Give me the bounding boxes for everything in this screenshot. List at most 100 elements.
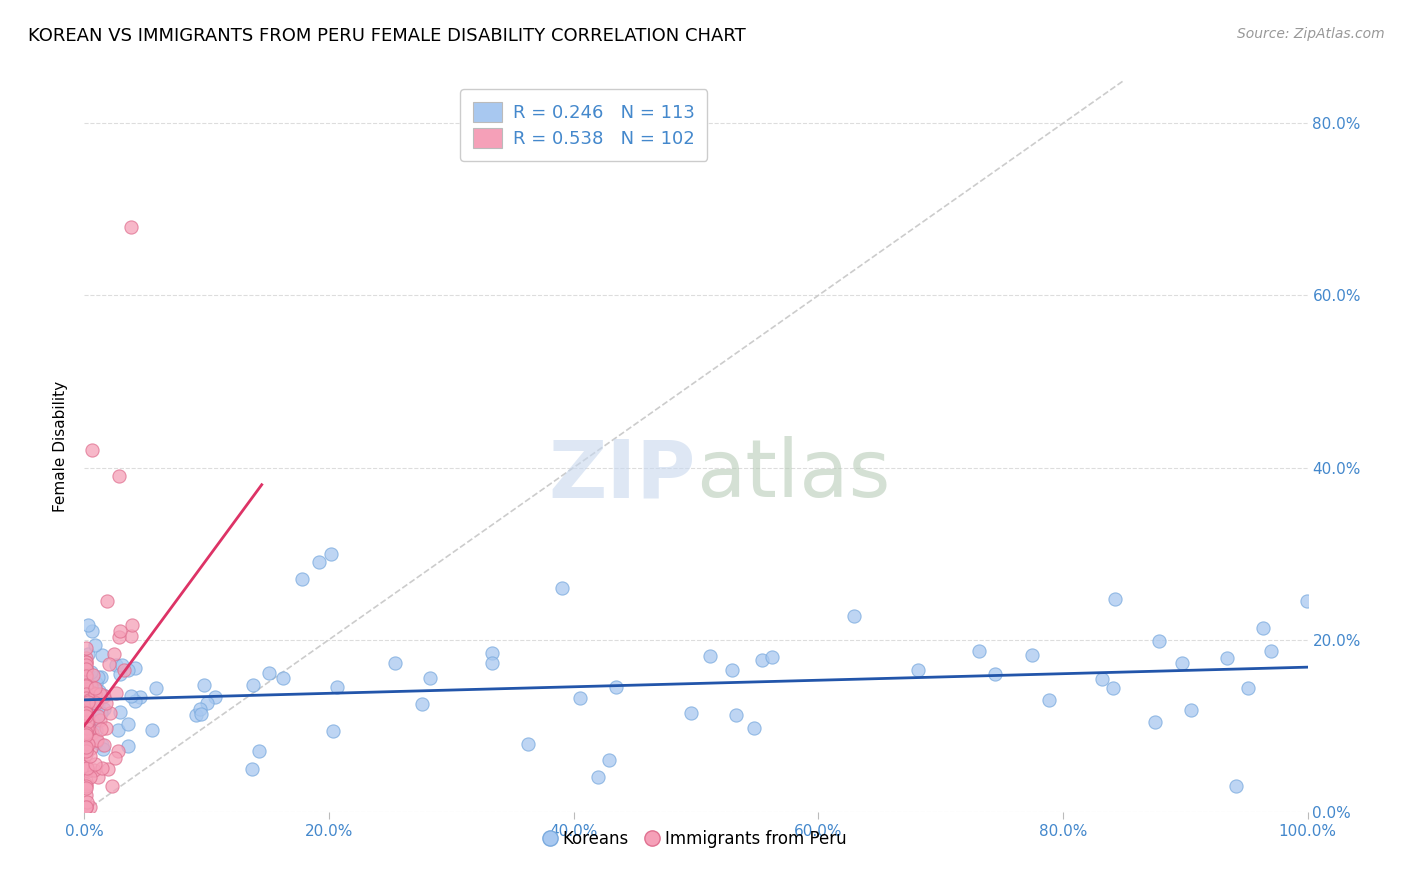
Immigrants from Peru xyxy=(77,693,100,707)
Koreans xyxy=(108,667,131,681)
Koreans xyxy=(82,624,104,638)
Immigrants from Peru xyxy=(84,681,107,696)
Immigrants from Peru xyxy=(107,744,129,758)
Immigrants from Peru xyxy=(83,763,105,777)
Immigrants from Peru xyxy=(75,682,97,697)
Immigrants from Peru xyxy=(76,722,98,736)
Koreans xyxy=(481,646,503,660)
Immigrants from Peru xyxy=(75,779,97,793)
Koreans xyxy=(90,706,112,720)
Koreans xyxy=(84,676,107,690)
Immigrants from Peru xyxy=(79,749,101,764)
Koreans xyxy=(82,714,104,729)
Immigrants from Peru xyxy=(86,696,108,710)
Koreans xyxy=(76,668,98,682)
Koreans xyxy=(108,705,131,719)
Koreans xyxy=(681,706,703,720)
Immigrants from Peru xyxy=(98,706,121,720)
Koreans xyxy=(83,688,105,702)
Immigrants from Peru xyxy=(75,687,97,701)
Immigrants from Peru xyxy=(96,721,118,735)
Immigrants from Peru xyxy=(75,800,97,814)
Koreans xyxy=(1295,594,1317,608)
Koreans xyxy=(87,698,110,712)
Koreans xyxy=(742,721,765,735)
Immigrants from Peru xyxy=(93,689,115,703)
Koreans xyxy=(184,708,207,723)
Koreans xyxy=(91,688,114,702)
Immigrants from Peru xyxy=(75,728,97,742)
Koreans xyxy=(120,689,142,703)
Immigrants from Peru xyxy=(75,800,97,814)
Immigrants from Peru xyxy=(98,657,121,671)
Koreans xyxy=(107,723,129,737)
Immigrants from Peru xyxy=(75,662,97,676)
Koreans xyxy=(75,699,97,714)
Koreans xyxy=(586,770,609,784)
Koreans xyxy=(195,696,218,710)
Immigrants from Peru xyxy=(76,695,98,709)
Koreans xyxy=(79,665,101,679)
Koreans xyxy=(79,700,101,714)
Koreans xyxy=(83,716,105,731)
Koreans xyxy=(84,734,107,748)
Immigrants from Peru xyxy=(76,761,98,775)
Immigrants from Peru xyxy=(100,779,122,793)
Koreans xyxy=(80,714,103,728)
Koreans xyxy=(75,667,97,681)
Koreans xyxy=(419,671,441,685)
Koreans xyxy=(273,671,295,685)
Koreans xyxy=(481,656,503,670)
Koreans xyxy=(80,688,103,702)
Immigrants from Peru xyxy=(75,761,97,775)
Koreans xyxy=(93,741,115,756)
Koreans xyxy=(204,690,226,705)
Immigrants from Peru xyxy=(75,658,97,673)
Immigrants from Peru xyxy=(75,690,97,705)
Koreans xyxy=(75,724,97,739)
Immigrants from Peru xyxy=(112,663,135,677)
Koreans xyxy=(73,708,96,723)
Immigrants from Peru xyxy=(104,686,127,700)
Immigrants from Peru xyxy=(75,764,97,778)
Koreans xyxy=(188,701,211,715)
Koreans xyxy=(87,684,110,698)
Immigrants from Peru xyxy=(75,743,97,757)
Koreans xyxy=(761,649,783,664)
Koreans xyxy=(76,673,98,688)
Koreans xyxy=(1236,681,1258,696)
Koreans xyxy=(80,689,103,703)
Immigrants from Peru xyxy=(75,710,97,724)
Immigrants from Peru xyxy=(75,655,97,669)
Koreans xyxy=(76,617,98,632)
Immigrants from Peru xyxy=(97,762,120,776)
Immigrants from Peru xyxy=(75,741,97,756)
Koreans xyxy=(190,707,212,722)
Immigrants from Peru xyxy=(93,739,115,753)
Immigrants from Peru xyxy=(75,705,97,719)
Koreans xyxy=(240,762,263,776)
Koreans xyxy=(90,670,112,684)
Koreans xyxy=(93,702,115,716)
Koreans xyxy=(124,661,146,675)
Immigrants from Peru xyxy=(89,713,111,727)
Koreans xyxy=(321,547,343,561)
Immigrants from Peru xyxy=(75,698,97,712)
Text: ZIP: ZIP xyxy=(548,436,696,515)
Immigrants from Peru xyxy=(76,714,98,729)
Immigrants from Peru xyxy=(75,706,97,721)
Immigrants from Peru xyxy=(75,781,97,796)
Immigrants from Peru xyxy=(79,800,101,814)
Koreans xyxy=(84,686,107,700)
Immigrants from Peru xyxy=(75,740,97,755)
Immigrants from Peru xyxy=(80,741,103,756)
Koreans xyxy=(1144,714,1167,729)
Immigrants from Peru xyxy=(75,800,97,814)
Immigrants from Peru xyxy=(75,669,97,683)
Koreans xyxy=(516,737,538,751)
Koreans xyxy=(73,726,96,740)
Koreans xyxy=(1104,591,1126,606)
Koreans xyxy=(84,638,107,652)
Immigrants from Peru xyxy=(75,707,97,722)
Immigrants from Peru xyxy=(79,770,101,784)
